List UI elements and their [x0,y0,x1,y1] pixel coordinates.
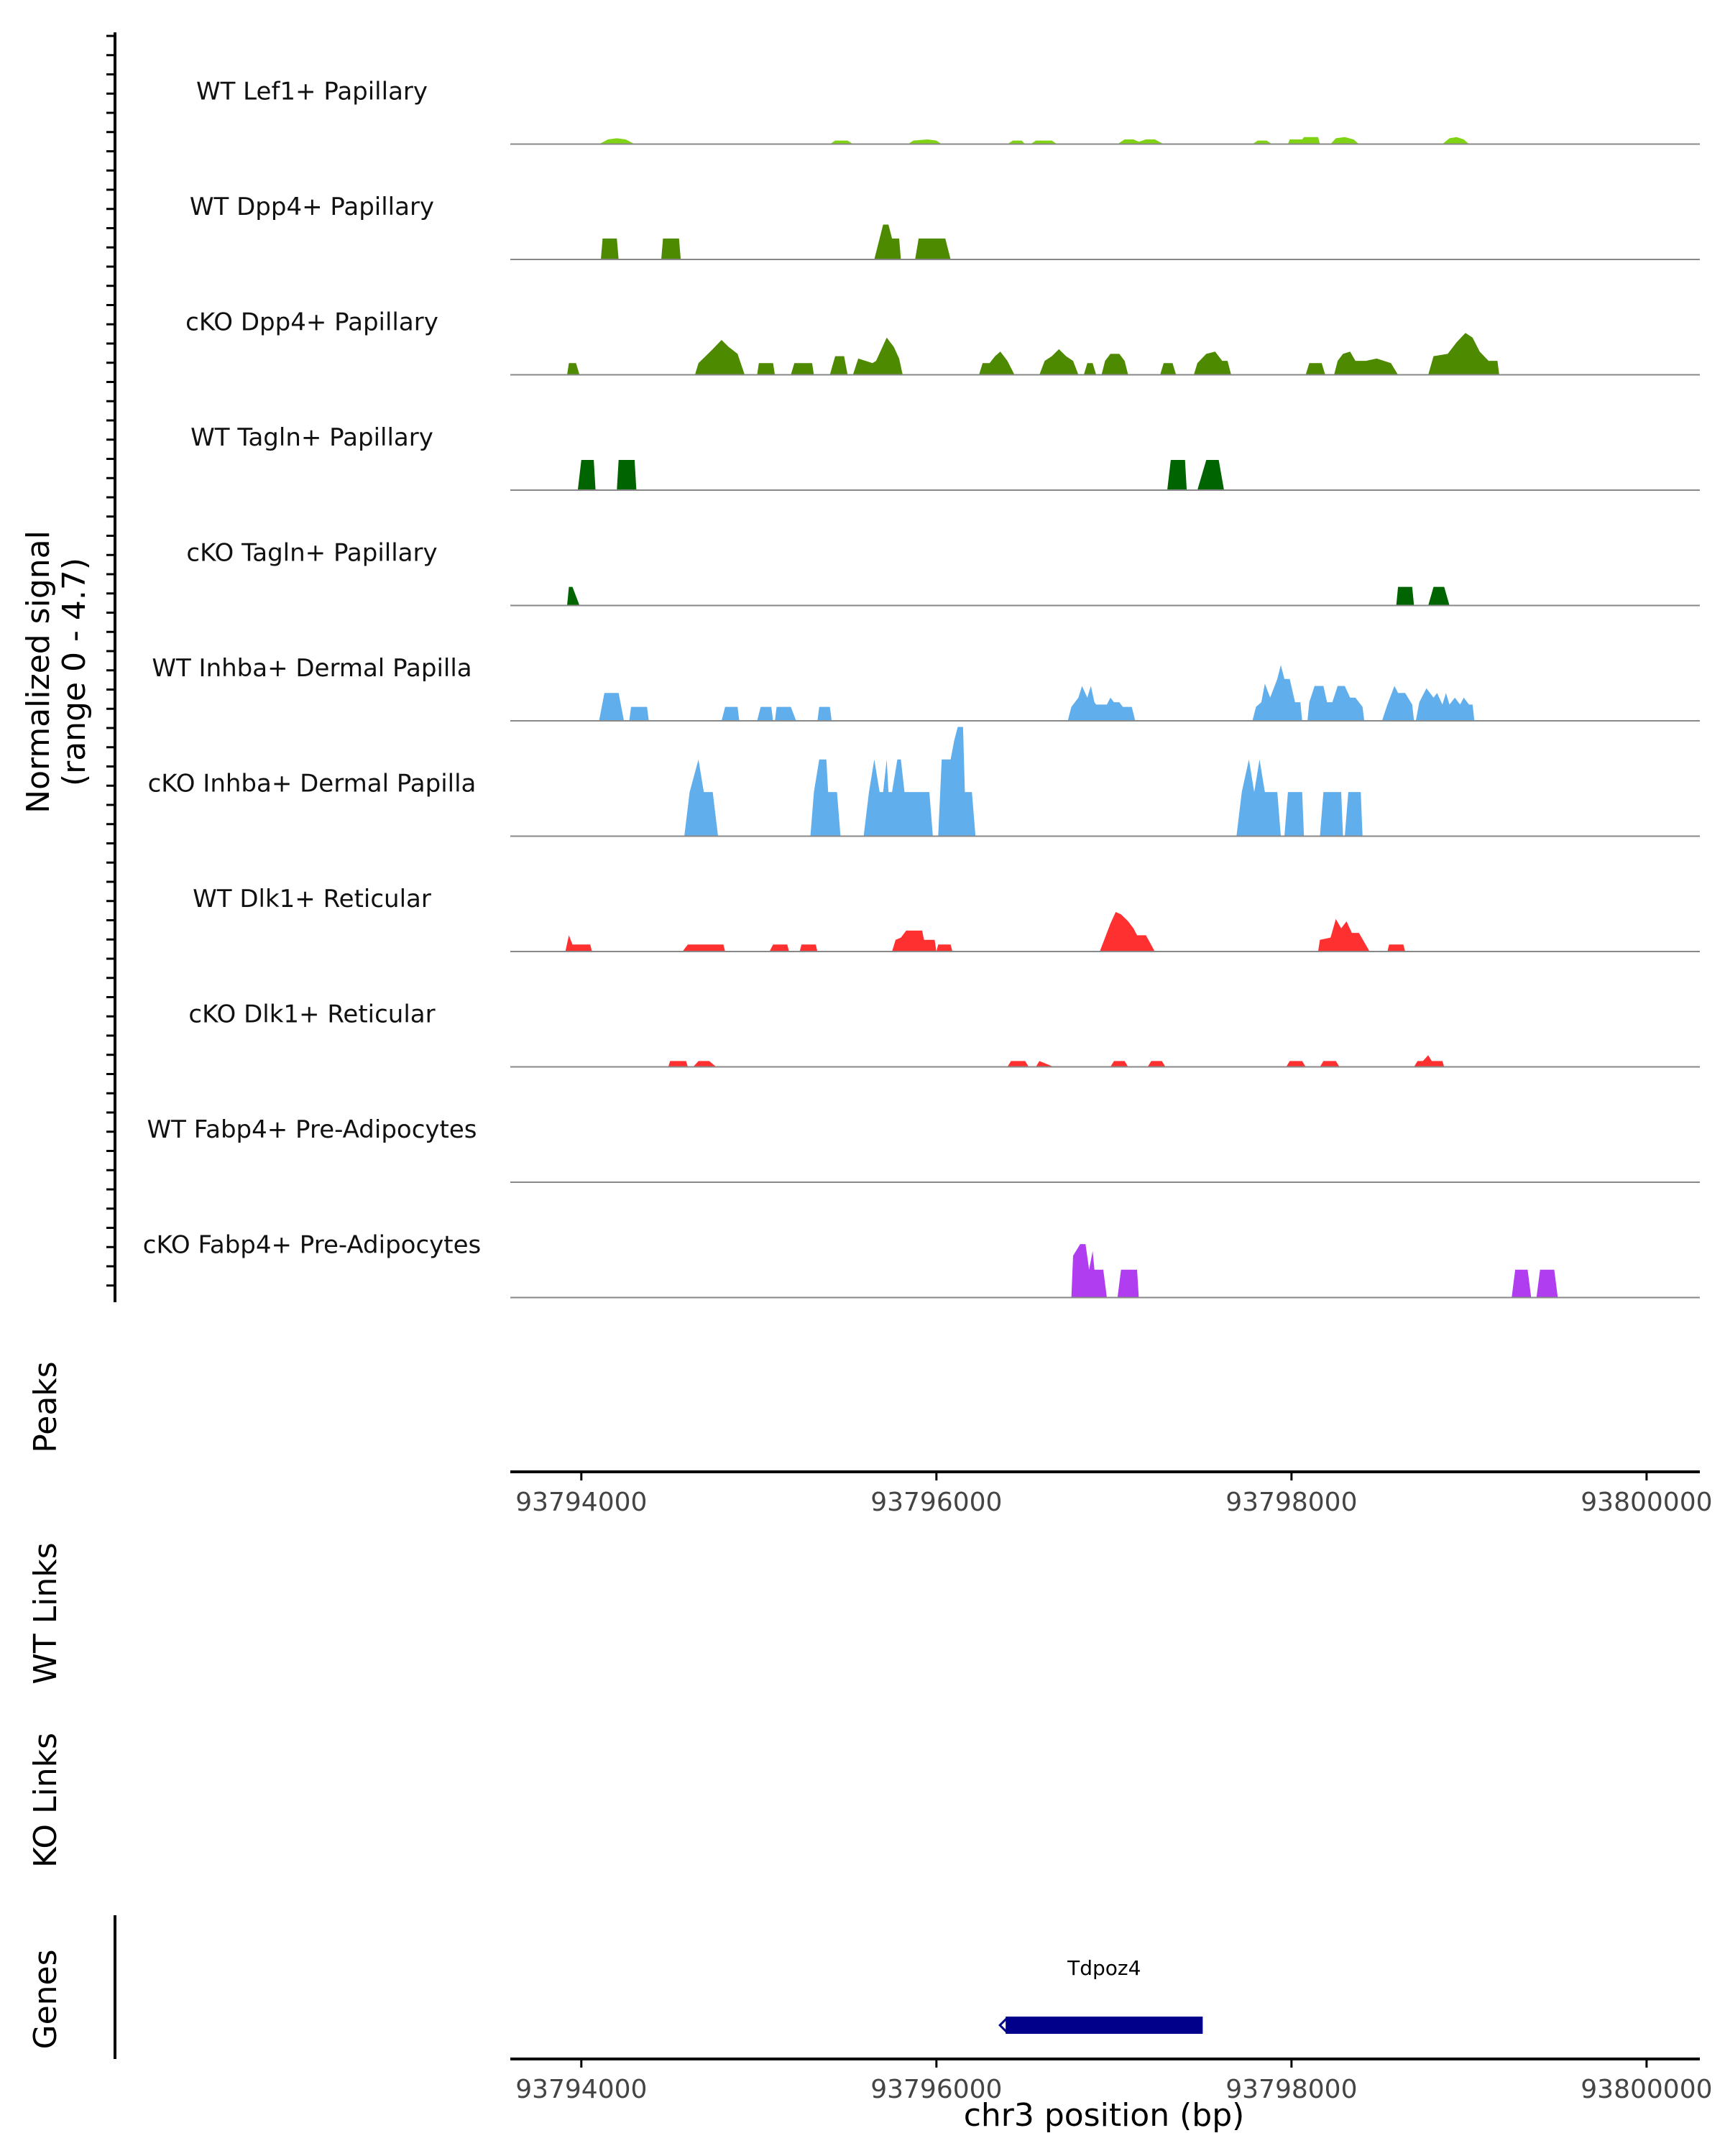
track-9: WT Fabp4+ Pre-Adipocytes [147,1115,1700,1183]
gene-label: Tdpoz4 [1067,1956,1141,1980]
peaks-x-axis: 93794000 93796000 93798000 93800000 [510,1470,1713,1517]
track-4: cKO Tagln+ Papillary [186,539,1700,607]
coverage-area [599,665,1475,721]
track-6: cKO Inhba+ Dermal Papilla [148,727,1700,837]
track-label: WT Lef1+ Papillary [196,78,428,106]
y-axis-signal [106,32,116,1302]
x-tick-label: 93796000 [870,2075,1002,2104]
track-8: cKO Dlk1+ Reticular [188,1000,1700,1068]
x-tick-label: 93800000 [1581,1488,1712,1517]
y-axis-title: Normalized signal [20,530,57,814]
coverage-area [565,912,1405,952]
x-tick-label: 93796000 [870,1488,1002,1517]
track-0: WT Lef1+ Papillary [196,78,1700,145]
track-5: WT Inhba+ Dermal Papilla [152,654,1700,722]
coverage-area [567,586,1450,606]
y-axis-range-label: (range 0 - 4.7) [56,558,93,786]
genes-x-axis: 93794000 93796000 93798000 93800000 [510,2058,1713,2104]
coverage-area [599,137,1469,144]
track-label: cKO Tagln+ Papillary [186,539,437,568]
track-label: cKO Inhba+ Dermal Papilla [148,770,477,798]
track-label: WT Inhba+ Dermal Papilla [152,654,472,683]
track-1: WT Dpp4+ Papillary [190,193,1700,260]
genes-panel-label: Genes [27,1949,64,2049]
gene-track: Tdpoz4 [998,1956,1203,2034]
coverage-area [668,1055,1445,1067]
track-label: WT Dpp4+ Papillary [190,193,434,221]
x-tick-label: 93798000 [1225,2075,1357,2104]
track-label: cKO Dpp4+ Papillary [185,308,438,337]
track-3: WT Tagln+ Papillary [190,423,1700,491]
x-tick-label: 93798000 [1225,1488,1357,1517]
track-label: WT Tagln+ Papillary [190,423,433,452]
gene-body [1006,2017,1203,2034]
track-label: cKO Dlk1+ Reticular [188,1000,435,1029]
track-label: cKO Fabp4+ Pre-Adipocytes [143,1231,482,1260]
coverage-area [577,460,1224,490]
tracks-group: WT Lef1+ Papillary WT Dpp4+ Papillary cKO … [143,78,1700,1299]
ko-links-panel-label: KO Links [27,1733,64,1868]
track-10: cKO Fabp4+ Pre-Adipocytes [143,1231,1700,1299]
x-axis-title: chr3 position (bp) [964,2097,1245,2134]
track-2: cKO Dpp4+ Papillary [185,308,1700,376]
coverage-area [1071,1244,1558,1298]
track-label: WT Fabp4+ Pre-Adipocytes [147,1115,477,1144]
track-7: WT Dlk1+ Reticular [193,885,1700,952]
wt-links-panel-label: WT Links [27,1542,64,1684]
peaks-panel-label: Peaks [27,1361,64,1452]
x-tick-label: 93800000 [1581,2075,1712,2104]
track-label: WT Dlk1+ Reticular [193,885,431,913]
coverage-area [684,727,1363,837]
x-tick-label: 93794000 [515,2075,647,2104]
strand-arrow-icon [998,2017,1008,2034]
coverage-area [601,224,951,259]
x-tick-label: 93794000 [515,1488,647,1517]
coverage-area [567,333,1499,375]
